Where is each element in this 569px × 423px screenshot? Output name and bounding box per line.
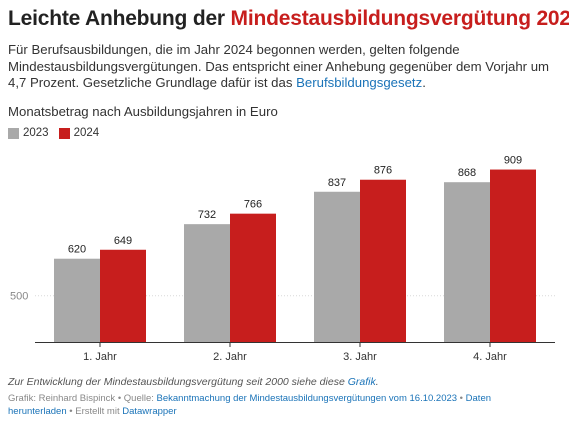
bar-chart: 500 620 649 1. Jahr 732 766 2. Jahr 837 876 3. Ja… <box>10 155 555 363</box>
footer: Grafik: Reinhard Bispinck • Quelle: Beka… <box>8 393 528 418</box>
bar-2023 <box>54 258 100 342</box>
legend-swatch-2023 <box>8 127 19 139</box>
note-end: . <box>375 376 379 388</box>
page-title: Leichte Anhebung der Mindestausbildungsv… <box>8 7 569 31</box>
footer-sep: • <box>457 393 466 404</box>
x-tick-label: 3. Jahr <box>343 351 377 363</box>
note-text: Zur Entwicklung der Mindestausbildungsve… <box>8 376 348 388</box>
data-label-2023: 837 <box>328 177 346 189</box>
bar-2023 <box>444 182 490 342</box>
legend: 2023 2024 <box>8 127 109 139</box>
description: Für Berufsausbildungen, die im Jahr 2024… <box>8 42 556 92</box>
data-label-2023: 732 <box>198 209 216 221</box>
bar-2023 <box>184 224 230 342</box>
bar-2024 <box>490 169 536 342</box>
description-end: . <box>422 75 426 90</box>
data-label-2024: 766 <box>244 199 262 211</box>
bar-2024 <box>100 249 146 342</box>
x-tick-label: 4. Jahr <box>473 351 507 363</box>
note: Zur Entwicklung der Mindestausbildungsve… <box>8 376 379 388</box>
legend-label-2024: 2024 <box>73 127 100 139</box>
datawrapper-link[interactable]: Datawrapper <box>122 405 177 417</box>
title-plain: Leichte Anhebung der <box>8 7 231 30</box>
legend-item-2023: 2023 <box>8 127 49 139</box>
grafik-link[interactable]: Grafik <box>347 376 376 388</box>
title-highlight: Mindestausbildungsvergütung 2024 <box>230 7 569 30</box>
data-label-2024: 876 <box>374 165 392 177</box>
data-label-2024: 649 <box>114 235 132 247</box>
data-label-2023: 868 <box>458 167 476 179</box>
y-tick-label: 500 <box>10 291 28 303</box>
download-data-link[interactable]: Daten herunterladen <box>8 393 492 417</box>
chart-subtitle: Monatsbetrag nach Ausbildungsjahren in E… <box>8 104 278 119</box>
bar-2024 <box>230 213 276 342</box>
data-label-2024: 909 <box>504 155 522 167</box>
x-tick-label: 2. Jahr <box>213 351 247 363</box>
data-label-2023: 620 <box>68 244 86 256</box>
bar-2023 <box>314 191 360 342</box>
source-link[interactable]: Bekanntmachung der Mindestausbildungsver… <box>156 393 458 404</box>
legend-swatch-2024 <box>58 127 70 139</box>
legend-label-2023: 2023 <box>23 127 49 139</box>
bar-2024 <box>360 179 406 342</box>
description-text: Für Berufsausbildungen, die im Jahr 2024… <box>8 42 550 90</box>
legend-item-2024: 2024 <box>58 127 100 139</box>
footer-prefix: Grafik: Reinhard Bispinck • Quelle: <box>8 393 157 404</box>
x-tick-label: 1. Jahr <box>83 351 117 363</box>
footer-created: • Erstellt mit <box>66 405 123 417</box>
berufsbildungsgesetz-link[interactable]: Berufsbildungsgesetz <box>296 75 423 90</box>
